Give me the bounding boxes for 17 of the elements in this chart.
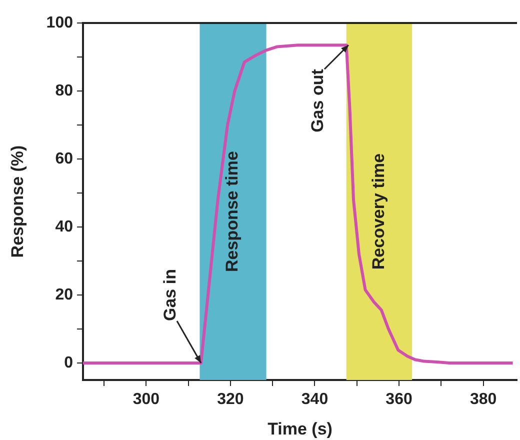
x-axis-title: Time (s): [268, 419, 332, 438]
x-tick-label: 300: [132, 391, 160, 408]
x-tick-label: 380: [470, 391, 497, 408]
annotation: Gas out: [308, 68, 328, 132]
y-tick-label: 80: [55, 82, 74, 100]
x-tick-label: 360: [386, 391, 412, 408]
band-label: Recovery time: [368, 153, 388, 270]
y-tick-label: 100: [46, 14, 74, 32]
y-tick-label: 20: [55, 286, 74, 304]
y-axis-title: Response (%): [8, 145, 27, 258]
x-tick-label: 340: [301, 391, 328, 408]
band-label: Response time: [222, 151, 242, 272]
y-tick-label: 60: [55, 150, 74, 168]
x-tick-label: 320: [217, 391, 244, 408]
y-tick-label: 0: [64, 354, 74, 372]
y-tick-label: 40: [55, 218, 74, 236]
annotation: Gas in: [160, 269, 180, 322]
